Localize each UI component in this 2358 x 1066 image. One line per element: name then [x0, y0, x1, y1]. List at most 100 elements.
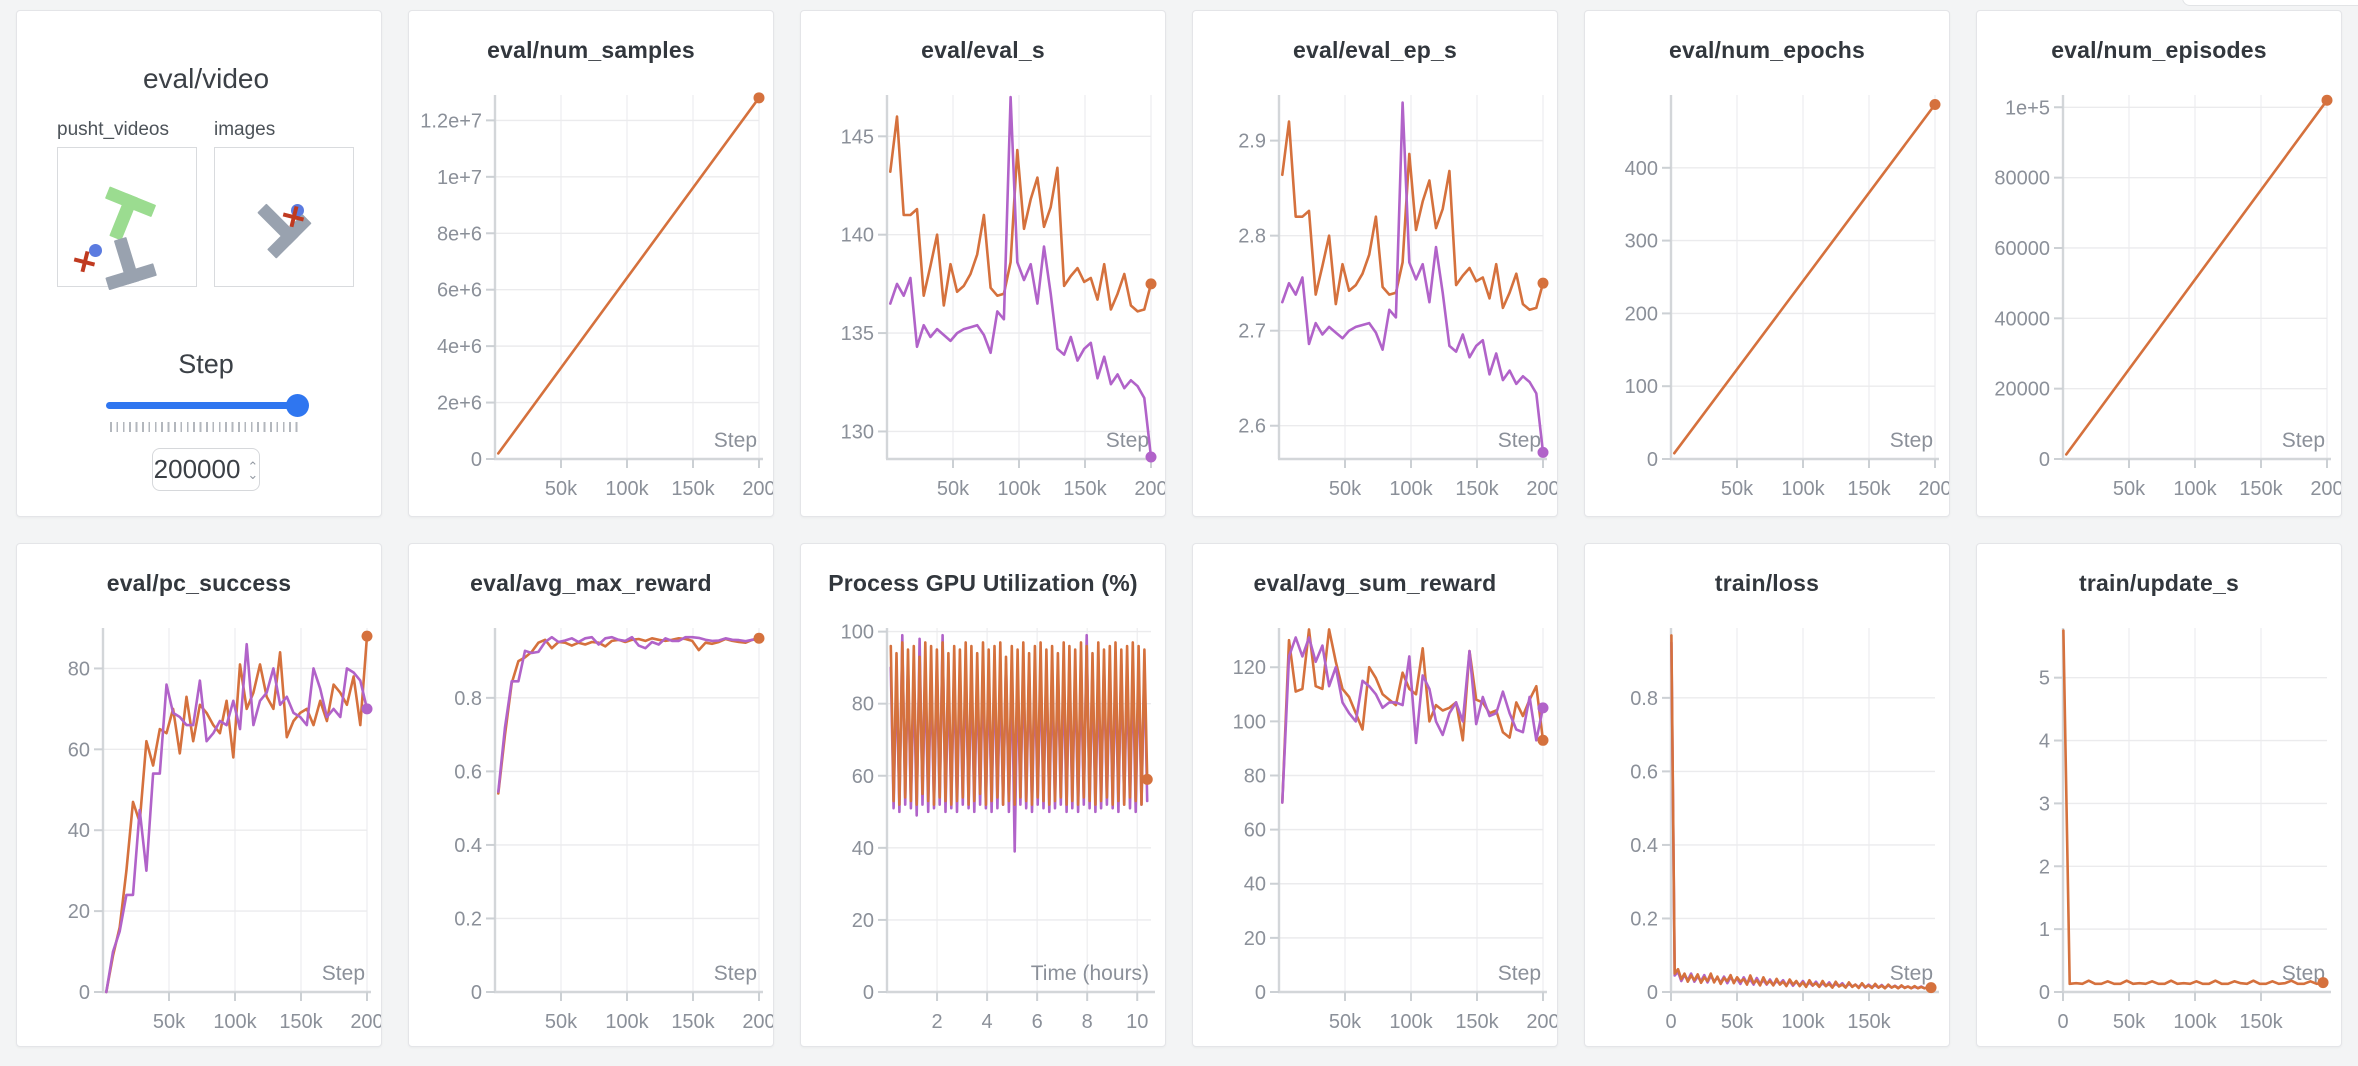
y-tick-label: 4e+6	[437, 336, 482, 358]
series-line-orange	[1673, 103, 1937, 455]
x-tick-label: 0	[2057, 1011, 2068, 1033]
y-tick-label: 100	[1233, 711, 1266, 733]
x-tick-label: 8	[1082, 1011, 1093, 1033]
x-tick-label: 50k	[545, 1011, 578, 1033]
panel-eval-pc-success: eval/pc_success 50k 100k 150k 200 0 20 40 60 80 S…	[16, 543, 382, 1047]
x-tick-label: 50k	[2113, 478, 2146, 500]
chart-train-loss[interactable]: 0 50k 100k 150k 0 0.2 0.4 0.6 0.8 Step	[1585, 614, 1950, 1046]
latest-point-dot-purple	[361, 703, 373, 715]
x-tick-label: 150k	[1847, 478, 1891, 500]
y-tick-label: 60	[852, 766, 874, 788]
step-slider-track[interactable]	[106, 402, 306, 409]
chart-eval-eval-s[interactable]: 50k 100k 150k 200 130 135 140 145 Step	[801, 81, 1166, 513]
chart-eval-avg-max-reward[interactable]: 50k 100k 150k 200 0 0.2 0.4 0.6 0.8 Step	[409, 614, 774, 1046]
x-axis-label: Step	[714, 429, 757, 452]
x-tick-label: 200	[1918, 478, 1950, 500]
y-tick-label: 100	[1625, 376, 1658, 398]
y-tick-label: 1.2e+7	[420, 110, 482, 132]
chart-eval-num-episodes[interactable]: 50k 100k 150k 200 0 20000 40000 60000 80000 1e+5 S…	[1977, 81, 2342, 513]
chart-train-update-s[interactable]: 0 50k 100k 150k 0 1 2 3 4 5 Step	[1977, 614, 2342, 1046]
chart-title: Process GPU Utilization (%)	[828, 570, 1138, 596]
y-tick-label: 0.4	[454, 835, 482, 857]
panel-eval-avg-sum-reward: eval/avg_sum_reward 50k 100k 150k 200 0 20 40 6…	[1192, 543, 1558, 1047]
latest-point-dot-orange	[1145, 278, 1157, 290]
latest-point-dot-orange	[1141, 773, 1153, 785]
x-tick-label: 200	[1526, 478, 1558, 500]
video-panel-body: eval/video pusht_videos images	[47, 11, 365, 491]
panel-gpu-utilization: Process GPU Utilization (%) 2 4 6 8 10 0 20 40 6…	[800, 543, 1166, 1047]
step-value-input[interactable]: 200000 ⌃ ⌄	[152, 448, 260, 491]
x-tick-label: 100k	[1781, 478, 1825, 500]
media-label: images	[214, 119, 276, 140]
chart-title: eval/eval_s	[921, 37, 1045, 63]
y-tick-label: 20000	[1994, 379, 2050, 401]
chart-eval-pc-success[interactable]: 50k 100k 150k 200 0 20 40 60 80 Step	[17, 614, 382, 1046]
y-tick-label: 1e+7	[437, 167, 482, 189]
y-tick-label: 60000	[1994, 238, 2050, 260]
y-tick-label: 100	[841, 622, 874, 644]
x-tick-label: 150k	[1063, 478, 1107, 500]
y-tick-label: 1e+5	[2005, 97, 2050, 119]
x-axis-label: Step	[1890, 962, 1933, 985]
chart-title: eval/avg_sum_reward	[1253, 570, 1497, 596]
x-tick-label: 150k	[671, 478, 715, 500]
y-tick-label: 40	[852, 838, 874, 860]
x-tick-label: 150k	[279, 1011, 323, 1033]
latest-point-dot-orange	[753, 632, 765, 644]
y-tick-label: 135	[841, 323, 874, 345]
x-tick-label: 50k	[1721, 1011, 1754, 1033]
chart-title: train/loss	[1714, 570, 1820, 596]
chart-eval-num-epochs[interactable]: 50k 100k 150k 200 0 100 200 300 400 Step	[1585, 81, 1950, 513]
y-tick-label: 0	[1255, 982, 1266, 1004]
x-tick-label: 150k	[2239, 478, 2283, 500]
step-slider[interactable]	[106, 394, 309, 417]
series-line-purple	[1281, 101, 1545, 454]
y-tick-label: 120	[1233, 657, 1266, 679]
x-tick-label: 200	[742, 1011, 774, 1033]
y-tick-label: 8e+6	[437, 223, 482, 245]
media-row: pusht_videos images	[57, 119, 355, 291]
series-line-orange	[497, 96, 761, 455]
chart-eval-eval-ep-s[interactable]: 50k 100k 150k 200 2.6 2.7 2.8 2.9 Step	[1193, 81, 1558, 513]
step-slider-handle[interactable]	[286, 394, 309, 417]
series-line-orange	[889, 641, 1149, 806]
y-tick-label: 0	[2039, 982, 2050, 1004]
pusht-video-thumbnail[interactable]	[57, 147, 197, 291]
latest-point-dot-purple	[1537, 702, 1549, 714]
y-tick-label: 130	[841, 421, 874, 443]
y-tick-label: 0.6	[1630, 761, 1658, 783]
chart-title: eval/num_samples	[487, 37, 695, 63]
step-slider-tickmarks	[110, 422, 302, 432]
y-tick-label: 5	[2039, 668, 2050, 690]
latest-point-dot-orange	[1537, 734, 1549, 746]
step-value: 200000	[153, 454, 241, 484]
chart-eval-avg-sum-reward[interactable]: 50k 100k 150k 200 0 20 40 60 80 100 120 Step	[1193, 614, 1558, 1046]
x-tick-label: 150k	[1847, 1011, 1891, 1033]
partial-panel-above	[2182, 0, 2358, 6]
series-line-orange	[1281, 120, 1545, 312]
latest-point-dot-orange	[361, 630, 373, 642]
x-axis-label: Step	[1106, 429, 1149, 452]
y-tick-label: 6e+6	[437, 280, 482, 302]
x-tick-label: 50k	[1721, 478, 1754, 500]
step-stepper-arrows[interactable]: ⌃ ⌄	[247, 458, 259, 482]
step-down-icon: ⌄	[247, 466, 259, 482]
y-tick-label: 0	[863, 982, 874, 1004]
series-line-orange	[105, 634, 369, 994]
x-axis-label: Step	[714, 962, 757, 985]
latest-point-dot-orange	[1537, 277, 1549, 289]
y-tick-label: 40	[68, 820, 90, 842]
x-tick-label: 50k	[2113, 1011, 2146, 1033]
step-up-icon: ⌃	[247, 458, 259, 474]
x-tick-label: 100k	[605, 478, 649, 500]
x-tick-label: 2	[931, 1011, 942, 1033]
target-cross-icon	[72, 249, 97, 274]
y-tick-label: 80	[852, 694, 874, 716]
images-thumbnail[interactable]	[214, 147, 354, 287]
chart-eval-num-samples[interactable]: 50k 100k 150k 200 0 2e+6 4e+6 6e+6 8e+6 1e+7 1.2e+…	[409, 81, 774, 513]
series-line-purple	[1670, 641, 1933, 990]
y-tick-label: 40000	[1994, 308, 2050, 330]
x-tick-label: 150k	[671, 1011, 715, 1033]
